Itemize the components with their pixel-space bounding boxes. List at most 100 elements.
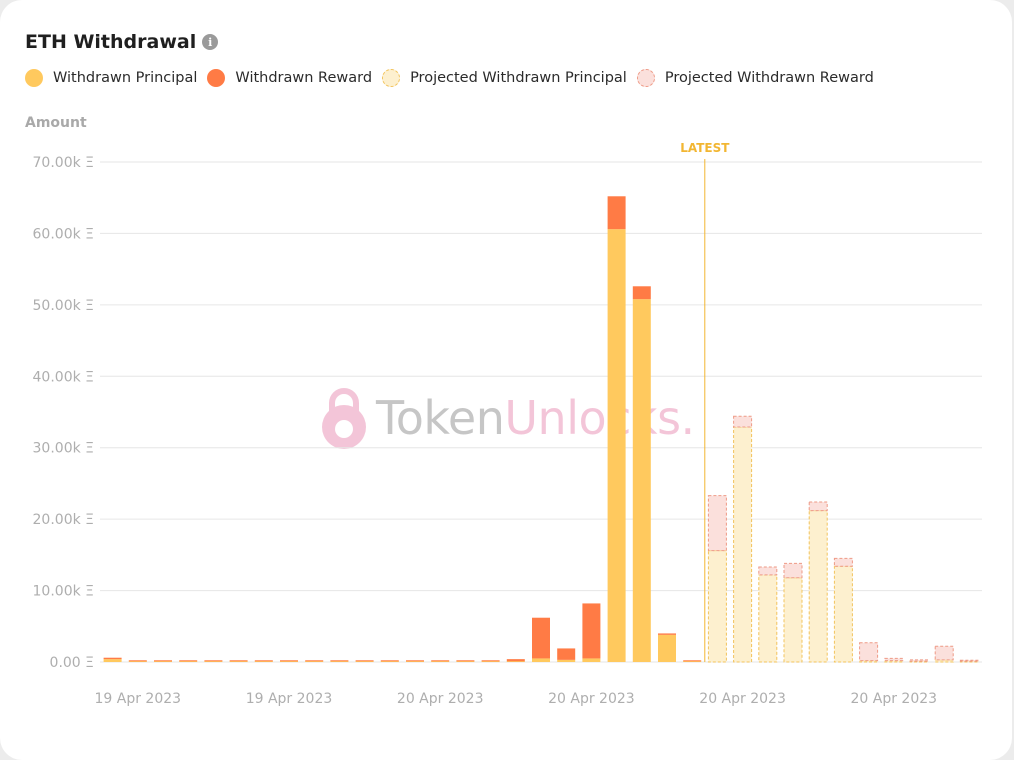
y-tick-label: 0.00 Ξ bbox=[50, 655, 94, 671]
bar-projected-withdrawn-principal bbox=[808, 510, 828, 663]
bar-withdrawn-principal bbox=[204, 661, 223, 662]
bar-withdrawn-reward bbox=[557, 648, 576, 660]
bar-chart: 0.00 Ξ 10.00k Ξ 20.00k Ξ 30.00k Ξ 40.00k Ξ 50… bbox=[33, 141, 982, 707]
legend: Withdrawn Principal Withdrawn Reward Proje… bbox=[25, 69, 884, 87]
y-tick-label: 20.00k Ξ bbox=[33, 512, 94, 528]
bar-projected-withdrawn-principal bbox=[733, 426, 753, 663]
bar-projected-withdrawn-reward bbox=[959, 659, 979, 662]
bar-withdrawn-principal bbox=[305, 661, 324, 662]
bar-withdrawn-principal bbox=[330, 661, 349, 662]
y-tick-label: 10.00k Ξ bbox=[33, 584, 94, 600]
bar-withdrawn-principal bbox=[607, 229, 626, 662]
bar-withdrawn-principal bbox=[380, 661, 399, 662]
y-tick-label: 50.00k Ξ bbox=[33, 298, 94, 314]
bar-withdrawn-reward bbox=[103, 657, 122, 660]
bar-withdrawn-reward bbox=[582, 603, 601, 659]
bar-withdrawn-principal bbox=[582, 658, 601, 662]
bar-projected-withdrawn-principal bbox=[758, 574, 778, 663]
legend-label: Withdrawn Reward bbox=[235, 70, 373, 86]
x-tick-label: 19 Apr 2023 bbox=[95, 691, 182, 707]
x-tick-label: 20 Apr 2023 bbox=[397, 691, 484, 707]
bar-withdrawn-reward bbox=[431, 660, 450, 662]
bar-withdrawn-principal bbox=[154, 661, 172, 662]
y-tick-label: 60.00k Ξ bbox=[33, 226, 94, 242]
bar-projected-withdrawn-reward bbox=[833, 557, 853, 567]
legend-label: Projected Withdrawn Principal bbox=[410, 70, 627, 86]
bar-withdrawn-reward bbox=[632, 286, 651, 300]
bar-projected-withdrawn-reward bbox=[783, 562, 803, 579]
info-icon[interactable]: i bbox=[202, 34, 219, 50]
bar-projected-withdrawn-principal bbox=[934, 659, 954, 663]
bar-withdrawn-reward bbox=[683, 660, 702, 662]
legend-item-1[interactable]: Withdrawn Principal bbox=[25, 69, 197, 87]
bar-withdrawn-principal bbox=[632, 299, 651, 662]
bar-projected-withdrawn-principal bbox=[833, 565, 853, 663]
bar-projected-withdrawn-reward bbox=[909, 659, 929, 662]
bar-projected-withdrawn-principal bbox=[859, 660, 879, 663]
bar-withdrawn-reward bbox=[658, 633, 676, 635]
bar-projected-withdrawn-reward bbox=[758, 566, 778, 576]
bar-withdrawn-reward bbox=[280, 660, 298, 662]
bar-withdrawn-principal bbox=[557, 659, 576, 662]
bar-withdrawn-principal bbox=[280, 661, 298, 662]
bar-withdrawn-reward bbox=[355, 660, 374, 662]
bar-withdrawn-reward bbox=[481, 660, 500, 662]
bar-withdrawn-reward bbox=[330, 660, 349, 662]
bar-withdrawn-reward bbox=[305, 660, 324, 662]
bar-projected-withdrawn-principal bbox=[884, 660, 904, 663]
legend-item-2[interactable]: Withdrawn Reward bbox=[207, 69, 372, 87]
bar-projected-withdrawn-reward bbox=[733, 415, 753, 428]
bar-withdrawn-principal bbox=[229, 661, 248, 662]
legend-swatch-icon bbox=[636, 69, 655, 87]
bar-withdrawn-reward bbox=[456, 660, 475, 662]
bar-withdrawn-principal bbox=[431, 661, 450, 662]
legend-item-3[interactable]: Projected Withdrawn Principal bbox=[382, 69, 627, 87]
y-tick-label: 40.00k Ξ bbox=[33, 369, 94, 385]
legend-swatch-icon bbox=[207, 69, 226, 87]
bar-withdrawn-reward bbox=[406, 660, 424, 662]
bar-withdrawn-reward bbox=[506, 659, 525, 662]
bar-withdrawn-reward bbox=[254, 660, 273, 662]
x-tick-label: 20 Apr 2023 bbox=[851, 691, 938, 707]
y-tick-label: 30.00k Ξ bbox=[33, 441, 94, 457]
bar-withdrawn-principal bbox=[532, 658, 550, 662]
bar-withdrawn-reward bbox=[128, 660, 147, 662]
bar-withdrawn-reward bbox=[607, 196, 626, 230]
chart-title: ETH Withdrawal bbox=[25, 31, 197, 53]
bar-withdrawn-principal bbox=[683, 661, 702, 662]
legend-swatch-icon bbox=[25, 69, 43, 87]
bar-projected-withdrawn-principal bbox=[783, 577, 803, 663]
bar-projected-withdrawn-reward bbox=[808, 501, 828, 512]
bar-withdrawn-principal bbox=[103, 659, 122, 662]
bar-withdrawn-principal bbox=[456, 661, 475, 662]
legend-label: Projected Withdrawn Reward bbox=[664, 70, 874, 86]
bar-withdrawn-reward bbox=[532, 617, 550, 659]
bar-withdrawn-reward bbox=[154, 660, 172, 662]
bar-withdrawn-principal bbox=[658, 634, 676, 662]
bar-projected-withdrawn-reward bbox=[884, 657, 904, 662]
bar-projected-withdrawn-reward bbox=[707, 495, 727, 552]
bar-projected-withdrawn-reward bbox=[934, 645, 954, 661]
bar-withdrawn-reward bbox=[204, 660, 223, 662]
bar-withdrawn-principal bbox=[481, 661, 500, 662]
bar-withdrawn-principal bbox=[254, 661, 273, 662]
bar-withdrawn-principal bbox=[179, 661, 198, 662]
title-row: ETH Withdrawal i bbox=[25, 31, 219, 53]
x-tick-label: 20 Apr 2023 bbox=[548, 691, 635, 707]
bar-withdrawn-reward bbox=[229, 660, 248, 662]
bar-projected-withdrawn-principal bbox=[707, 550, 727, 663]
latest-label: LATEST bbox=[680, 141, 730, 155]
x-tick-label: 20 Apr 2023 bbox=[699, 691, 786, 707]
legend-item-4[interactable]: Projected Withdrawn Reward bbox=[636, 69, 874, 87]
bar-withdrawn-reward bbox=[179, 660, 198, 662]
x-tick-label: 19 Apr 2023 bbox=[246, 691, 333, 707]
bar-withdrawn-principal bbox=[128, 661, 147, 662]
legend-label: Withdrawn Principal bbox=[53, 70, 198, 86]
legend-swatch-icon bbox=[382, 69, 401, 87]
bar-withdrawn-reward bbox=[380, 660, 399, 662]
y-axis-label: Amount bbox=[25, 115, 87, 131]
bar-withdrawn-principal bbox=[406, 661, 424, 662]
y-tick-label: 70.00k Ξ bbox=[33, 155, 94, 171]
bar-withdrawn-principal bbox=[506, 661, 525, 662]
